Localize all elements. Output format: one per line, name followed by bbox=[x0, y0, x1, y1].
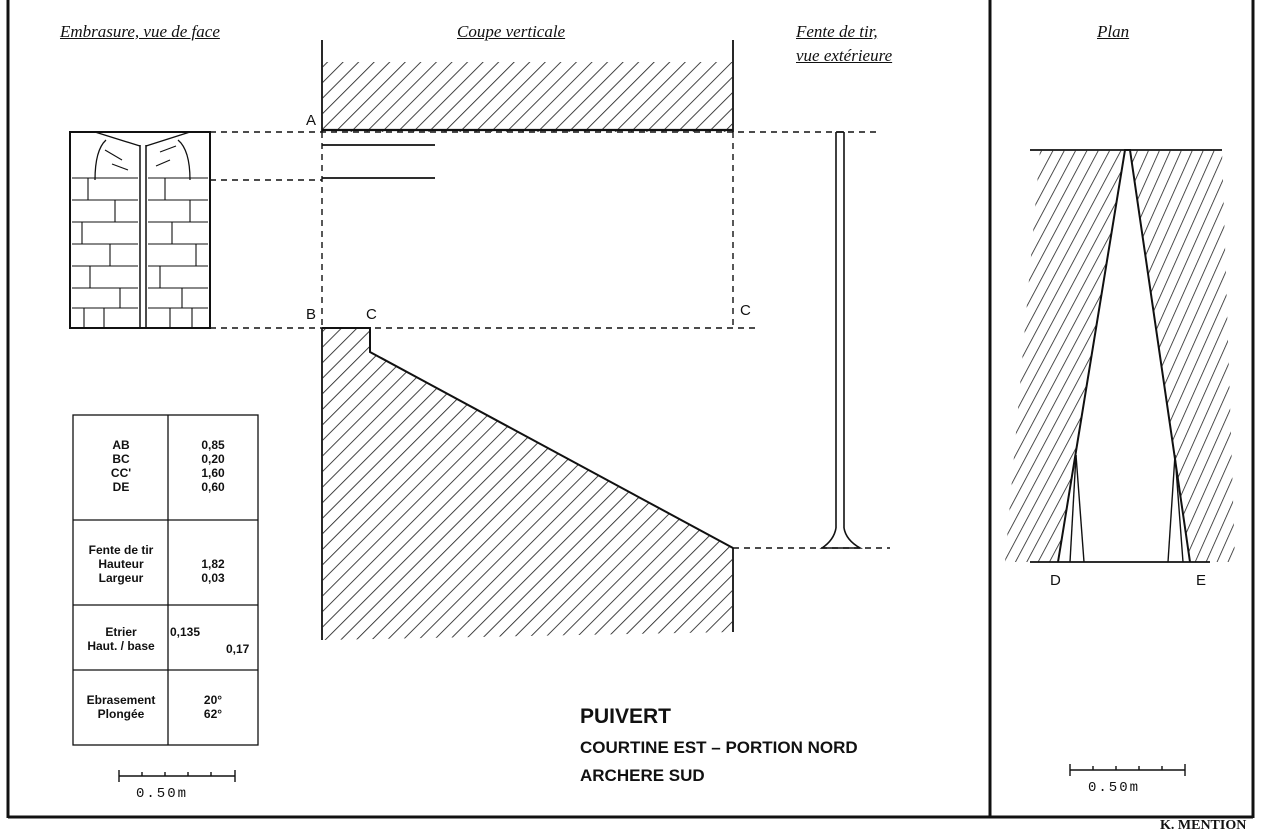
heading-slit-line1: Fente de tir, bbox=[796, 22, 878, 41]
table-stirrup-value-1: 0,135 bbox=[170, 625, 201, 639]
vertical-section bbox=[321, 40, 734, 640]
table-slit-values: 1,82 0,03 bbox=[201, 557, 225, 585]
scale-label-right: 0.50m bbox=[1088, 780, 1141, 796]
heading-slit-line2: vue extérieure bbox=[796, 46, 893, 65]
heading-vertical-section: Coupe verticale bbox=[457, 22, 566, 41]
title-curtain: COURTINE EST – PORTION NORD bbox=[580, 738, 858, 757]
title-site: PUIVERT bbox=[580, 705, 672, 728]
dimension-table bbox=[72, 414, 259, 746]
firing-slit-view bbox=[819, 131, 864, 549]
point-label-d: D bbox=[1050, 572, 1061, 589]
scale-bar-right bbox=[1069, 764, 1186, 776]
plan-view bbox=[1005, 149, 1235, 563]
sheet-frame bbox=[6, 0, 1255, 819]
table-splay-labels: Ebrasement Plongée bbox=[86, 693, 156, 721]
table-stirrup-value-2: 0,17 bbox=[226, 642, 250, 656]
point-label-c-prime: C bbox=[740, 302, 751, 319]
embrasure-front-view bbox=[69, 131, 211, 329]
heading-front-view: Embrasure, vue de face bbox=[60, 22, 220, 41]
table-stirrup-label: Etrier Haut. / base bbox=[87, 625, 155, 653]
scale-label-left: 0.50m bbox=[136, 786, 189, 802]
point-label-b: B bbox=[306, 306, 317, 323]
table-dims-values: 0,85 0,20 1,60 0,60 bbox=[201, 438, 225, 494]
table-splay-values: 20° 62° bbox=[203, 693, 223, 721]
point-label-e: E bbox=[1196, 572, 1207, 589]
table-slit-labels: Fente de tir Hauteur Largeur bbox=[88, 543, 154, 585]
title-arrow-slit: ARCHERE SUD bbox=[580, 766, 705, 785]
point-label-a: A bbox=[306, 112, 317, 129]
scale-bar-left bbox=[118, 770, 236, 782]
table-dims-labels: AB BC CC' DE bbox=[110, 438, 132, 494]
point-label-c: C bbox=[366, 306, 377, 323]
heading-plan: Plan bbox=[1097, 22, 1130, 41]
author-credit: K. MENTION bbox=[1160, 818, 1247, 833]
